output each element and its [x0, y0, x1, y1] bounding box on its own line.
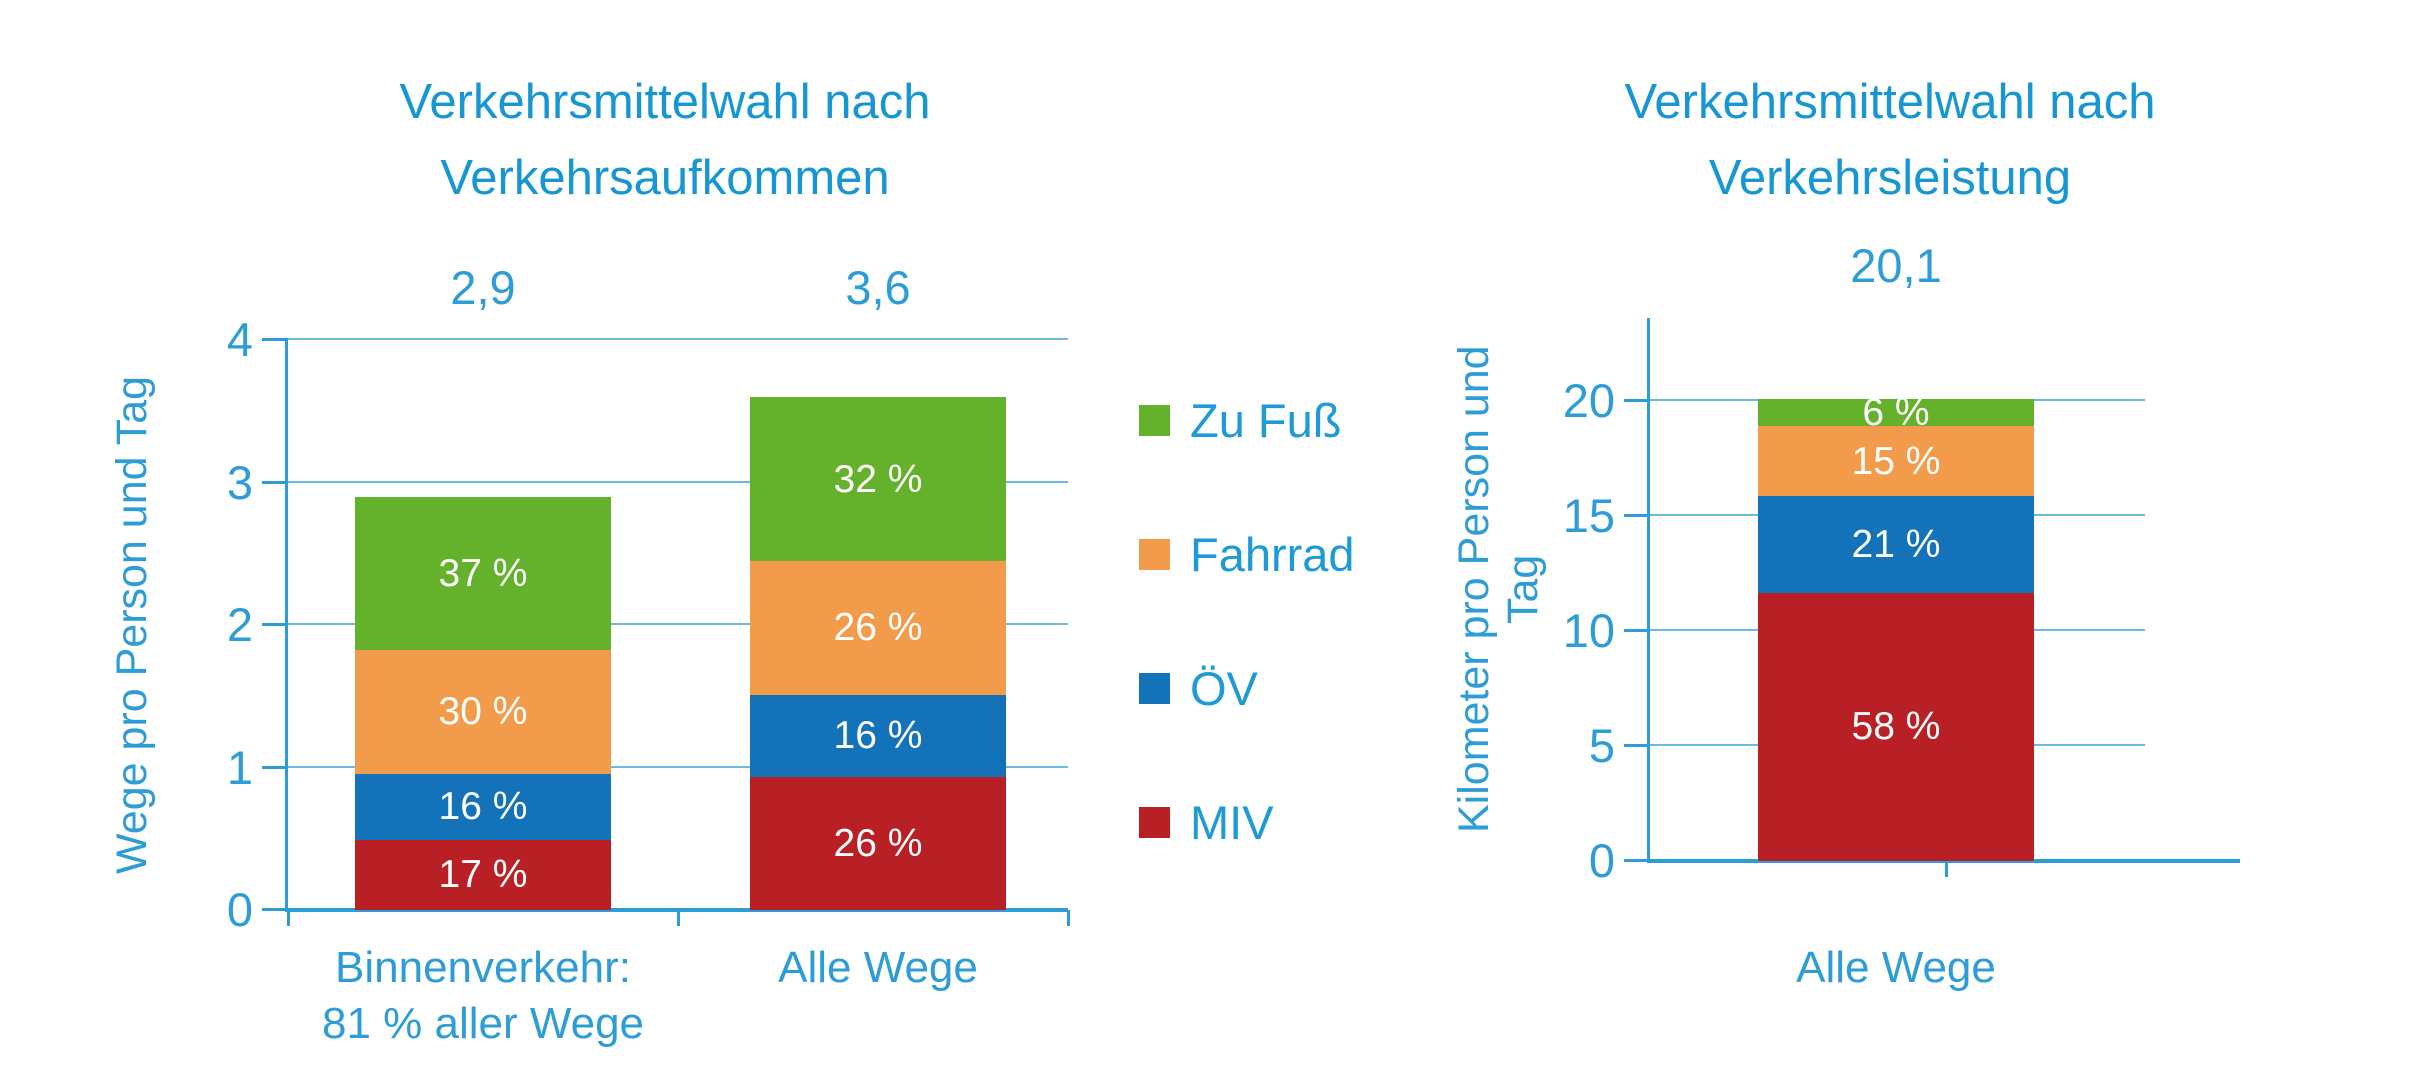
legend-label: Fahrrad — [1190, 527, 1355, 581]
y-tick-mark — [262, 480, 288, 484]
segment-percent-label: 17 % — [438, 853, 528, 897]
segment-percent-label: 21 % — [1851, 522, 1941, 566]
plot-area-left: 0 1 2 3 4 17 % 16 % 30 % 37 % 2,9 Binnenverkehr: 81… — [227, 261, 1070, 1048]
gridline — [288, 623, 1068, 625]
segment-percent-label: 32 % — [833, 457, 923, 501]
plot-area-right: 0 5 10 15 20 58 % 21 % 15 % 6 % 20,1 Alle Wege — [1563, 239, 2243, 992]
bar-segment-Fahrrad: 15 % — [1758, 426, 2034, 496]
legend-swatch-MIV — [1139, 806, 1170, 838]
x-tick-mark — [1067, 910, 1070, 926]
segment-percent-label: 15 % — [1851, 439, 1941, 483]
gridline — [288, 765, 1068, 768]
y-tick-mark — [262, 908, 288, 911]
bar-segment-MIV: 58 % — [1758, 592, 2034, 861]
y-tick-label: 15 — [1562, 489, 1615, 542]
y-tick-label: 4 — [226, 313, 253, 366]
bar-segment-Fahrrad: 26 % — [750, 561, 1006, 695]
y-tick-mark — [1624, 514, 1650, 517]
bar-segment-ÖV: 21 % — [1758, 495, 2034, 593]
x-tick-mark — [287, 910, 290, 926]
gridline — [288, 480, 1068, 483]
segment-percent-label: 16 % — [833, 714, 923, 758]
legend-item: MIV — [1139, 796, 1274, 849]
y-tick-mark — [1624, 629, 1650, 632]
axis-baseline — [1647, 859, 2240, 863]
y-tick-label: 3 — [226, 455, 253, 509]
stacked-bar: 58 % 21 % 15 % 6 % — [1758, 393, 2034, 861]
stacked-bar: 26 % 16 % 26 % 32 % — [750, 397, 1006, 910]
segment-percent-label: 26 % — [833, 606, 923, 650]
bar-segment-MIV: 26 % — [750, 776, 1006, 910]
y-tick-label: 2 — [226, 598, 253, 651]
bar-segment-ÖV: 16 % — [355, 773, 611, 840]
axis-baseline — [285, 908, 1068, 912]
legend-label: ÖV — [1190, 661, 1258, 715]
y-tick-label: 0 — [1588, 834, 1615, 887]
legend-swatch-ÖV — [1139, 672, 1170, 704]
x-category-label: Binnenverkehr: — [335, 943, 631, 992]
bar-segment-MIV: 17 % — [355, 839, 611, 910]
legend-item: Zu Fuß — [1139, 394, 1341, 447]
y-tick-mark — [262, 338, 288, 341]
y-tick-mark — [1624, 859, 1650, 862]
chart-title-verkehrsleistung: Verkehrsmittelwahl nach Verkehrsleistung — [1624, 75, 2156, 205]
x-category-label: Alle Wege — [778, 943, 978, 992]
chart-title-verkehrsaufkommen: Verkehrsmittelwahl nach Verkehrsaufkomme… — [399, 75, 931, 205]
stacked-bar: 17 % 16 % 30 % 37 % — [355, 496, 611, 910]
segment-percent-label: 37 % — [438, 551, 528, 595]
y-tick-mark — [1624, 399, 1650, 402]
bar-segment-Zu Fuß: 32 % — [750, 397, 1006, 562]
bar-total-label: 20,1 — [1850, 239, 1942, 292]
y-tick-mark — [262, 765, 288, 769]
y-tick-label: 1 — [226, 740, 253, 794]
y-tick-label: 20 — [1562, 374, 1615, 427]
bar-total-label: 2,9 — [450, 261, 516, 314]
x-category-label: Alle Wege — [1796, 943, 1996, 992]
segment-percent-label: 30 % — [438, 690, 528, 734]
y-tick-mark — [262, 623, 288, 626]
bar-total-label: 3,6 — [845, 261, 911, 314]
y-tick-label: 10 — [1562, 604, 1615, 657]
y-tick-label: 0 — [226, 883, 253, 936]
bar-segment-Fahrrad: 30 % — [355, 649, 611, 774]
y-tick-label: 5 — [1588, 719, 1615, 772]
bar-segment-Zu Fuß: 37 % — [355, 496, 611, 650]
segment-percent-label: 26 % — [833, 821, 923, 865]
segment-percent-label: 16 % — [438, 785, 528, 829]
x-tick-mark — [1945, 861, 1948, 877]
y-tick-mark — [1624, 744, 1650, 747]
bar-segment-ÖV: 16 % — [750, 694, 1006, 777]
legend-swatch-Zu Fuß — [1139, 404, 1170, 436]
segment-percent-label: 6 % — [1862, 391, 1930, 435]
legend-item: Fahrrad — [1139, 528, 1355, 581]
legend-item: ÖV — [1139, 662, 1258, 715]
segment-percent-label: 58 % — [1851, 705, 1941, 749]
x-category-label: 81 % aller Wege — [321, 999, 645, 1048]
legend-label: MIV — [1190, 795, 1274, 849]
x-tick-mark — [677, 910, 680, 926]
gridline — [288, 338, 1068, 340]
legend-swatch-Fahrrad — [1139, 538, 1170, 570]
legend-label: Zu Fuß — [1190, 393, 1342, 447]
bar-segment-Zu Fuß: 6 % — [1758, 393, 2034, 432]
